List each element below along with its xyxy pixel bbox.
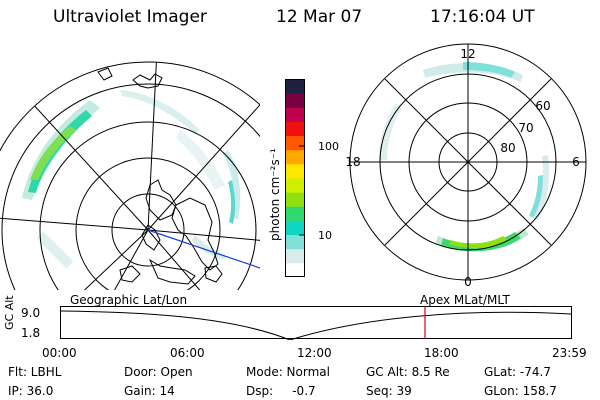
time-tick-1800: 18:00 [424,346,459,360]
altitude-plot-frame [60,306,572,339]
glat-info: GLat: -74.7 [484,365,551,379]
colorbar-tick-100: 100 [318,140,339,153]
map-boundary [0,61,260,152]
filter-info: Flt: LBHL [8,365,62,379]
glon-info: GLon: 158.7 [484,384,557,398]
colorbar-segment [285,135,305,151]
colorbar-segment [285,107,305,122]
altitude-tick-low: 1.8 [21,326,41,340]
altitude-curve [60,310,572,340]
geographic-map [0,61,260,290]
auroral-emission-right [379,62,549,252]
gc-alt-info: GC Alt: 8.5 Re [366,365,450,379]
mlt-label-0: 0 [464,275,472,289]
time-tick-2359: 23:59 [552,346,587,360]
gain-info: Gain: 14 [124,384,175,398]
mlt-label-18: 18 [345,155,360,169]
mode-info: Mode: Normal [246,365,330,379]
colorbar-segment [285,206,305,221]
colorbar-segment [285,262,305,277]
left-panel-label: Geographic Lat/Lon [70,293,188,307]
mlat-label-80: 80 [500,141,515,155]
colorbar-tick-10: 10 [318,229,332,242]
colorbar-segment [285,248,305,264]
colorbar-segment [285,234,305,250]
colorbar-segment [285,93,305,108]
lat-lon-grid [0,62,260,290]
mlt-label-12: 12 [460,47,475,61]
colorbar-segment [285,79,305,94]
noon-meridian-line [147,229,260,269]
altitude-tick-high: 9.0 [21,306,41,320]
mlat-label-70: 70 [518,121,533,135]
altitude-plot [60,306,572,340]
seq-info: Seq: 39 [366,384,412,398]
image-date: 12 Mar 07 [276,7,363,27]
altitude-axis-label: GC Alt [3,295,16,330]
image-time: 17:16:04 UT [430,7,535,27]
polar-grid [349,43,587,281]
colorbar-segment [285,163,305,179]
colorbar-segment [285,178,305,193]
colorbar-segment [285,220,305,236]
colorbar-segment [285,192,305,207]
time-tick-0600: 06:00 [170,346,205,360]
dsp-info: Dsp: -0.7 [246,384,316,398]
colorbar-unit-label: photon cm⁻²s⁻¹ [268,148,282,241]
mlt-label-6: 6 [572,155,580,169]
instrument-title: Ultraviolet Imager [53,7,207,27]
auroral-emission-left [22,90,241,269]
time-tick-0000: 00:00 [42,346,77,360]
colorbar-segment [285,149,305,165]
mlat-mlt-polar-plot: 12 6 0 18 60 70 80 [345,43,587,289]
colorbar-frame [285,79,305,277]
door-info: Door: Open [124,365,193,379]
mlat-label-60: 60 [535,99,550,113]
ip-info: IP: 36.0 [8,384,54,398]
right-panel-label: Apex MLat/MLT [420,293,510,307]
colorbar [285,79,305,277]
colorbar-segment [285,121,305,137]
time-tick-1200: 12:00 [297,346,332,360]
